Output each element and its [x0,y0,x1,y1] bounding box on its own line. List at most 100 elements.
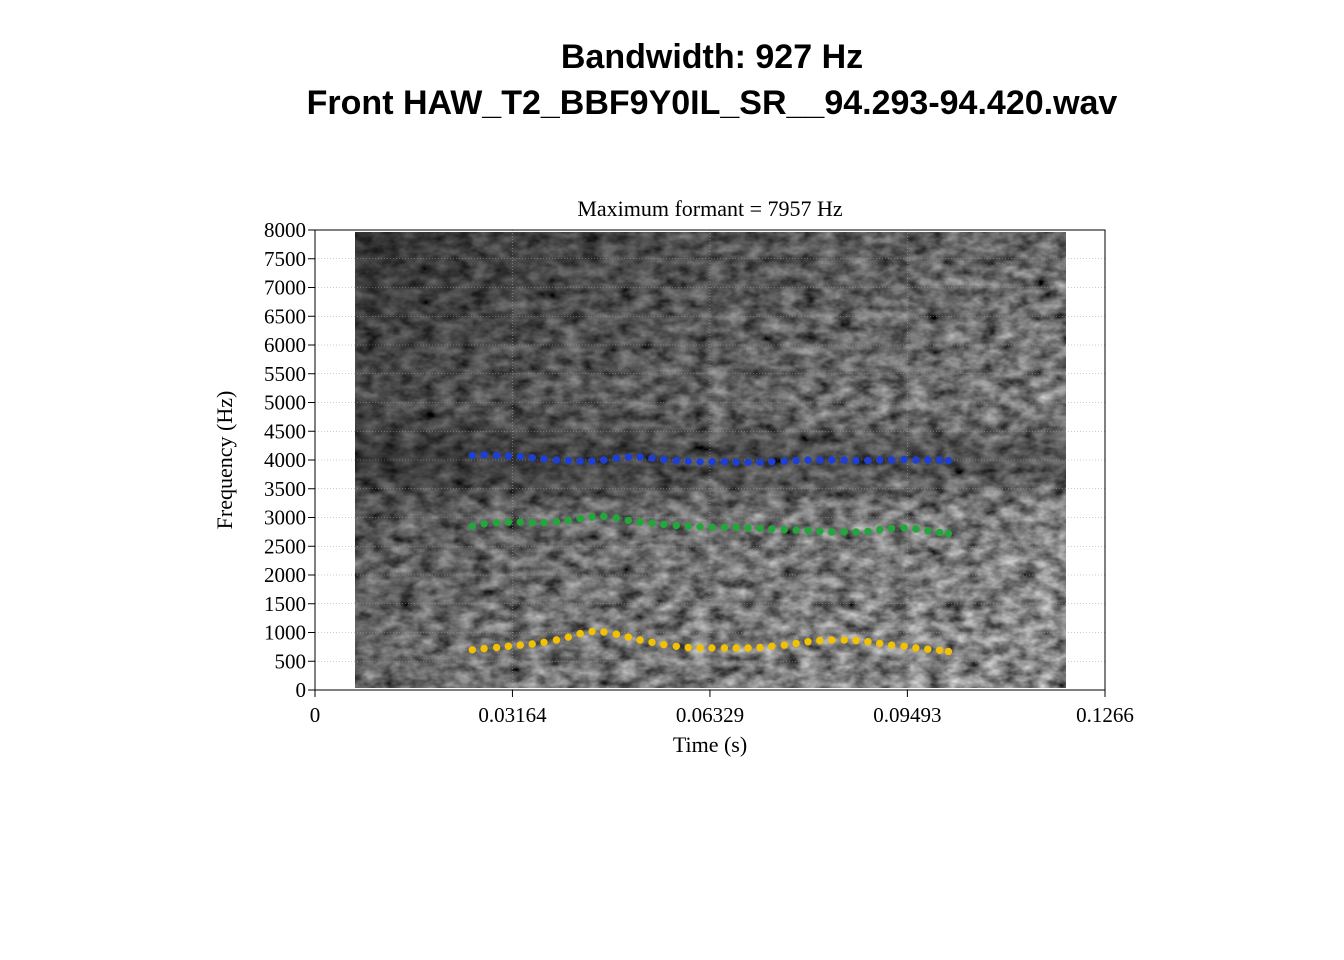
formant-f3-point [468,451,476,460]
formant-f3-point [552,456,561,464]
formant-f3-point [600,456,608,464]
x-tick-label: 0 [310,703,321,727]
formant-f2-point [852,528,860,536]
formant-f1-point [564,633,572,641]
formant-f3-point [624,453,632,461]
formant-f2-point [528,519,536,527]
formant-f1-point [624,633,632,641]
formant-f1-point [540,638,548,646]
formant-f3-point [492,451,501,460]
formant-f3-point [768,458,776,466]
formant-f2-point [708,523,716,531]
formant-f3-point [696,458,704,466]
formant-f1-point [780,641,788,649]
formant-f1-point [660,640,668,649]
formant-f2-point [468,522,476,530]
formant-f1-point [708,644,716,652]
y-tick-label: 1000 [264,621,306,645]
figure-title-bandwidth: Bandwidth: 927 Hz [560,38,864,76]
formant-f1-point [672,642,680,650]
formant-f2-point [648,519,656,527]
formant-f1-point [636,636,644,644]
formant-f1-point [492,643,501,652]
formant-f1-point [696,644,704,652]
formant-f3-point [684,457,692,465]
formant-f2-point [887,524,896,533]
formant-f2-point [684,522,692,530]
formant-f2-point [636,518,644,526]
y-tick-label: 8000 [264,218,306,242]
formant-f3-point [840,456,848,464]
formant-f1-point [792,639,800,648]
formant-f2-point [804,527,812,535]
x-axis-label: Time (s) [673,732,747,757]
formant-f3-point [504,452,513,460]
y-axis-label: Frequency (Hz) [212,391,237,530]
formant-f3-point [828,456,836,464]
formant-points [468,451,953,656]
formant-f3-point [744,458,752,466]
formant-f3-point [816,456,824,464]
formant-f2-point [864,527,872,535]
formant-f2-point [624,516,632,525]
y-tick-label: 5500 [264,362,306,386]
formant-f1-point [840,636,848,644]
formant-f2-point [732,523,740,531]
formant-f3-point [876,456,884,464]
formant-f3-point [480,451,488,459]
y-tick-label: 4000 [264,448,306,472]
x-tick-label: 0.06329 [676,703,744,727]
formant-f2-point [744,524,752,532]
chart-title: Maximum formant = 7957 Hz [577,196,843,221]
formant-f2-point [816,527,824,535]
formant-f2-point [600,512,608,521]
formant-f3-point [720,458,729,466]
formant-f3-point [732,458,740,466]
formant-f1-point [828,636,836,644]
formant-f2-point [900,524,908,532]
formant-f1-point [480,644,488,653]
formant-f3-point [672,456,680,465]
formant-f2-point [480,520,488,528]
y-tick-label: 7000 [264,276,306,300]
formant-f3-point [792,456,800,465]
formant-f1-point [516,641,524,649]
formant-f1-point [468,646,476,654]
formant-f3-point [528,454,536,462]
formant-f2-point [492,519,501,527]
formant-f1-point [600,628,608,636]
y-tick-label: 500 [275,649,307,673]
formant-f3-point [852,456,860,465]
formant-f2-point [504,518,513,526]
formant-f1-point [684,643,692,652]
formant-f1-point [528,640,536,648]
formant-f1-point [816,636,824,645]
formant-f2-point [756,524,764,533]
figure-title-filename: Front HAW_T2_BBF9Y0IL_SR__94.293-94.420.… [306,84,1118,122]
formant-f3-point [516,452,524,461]
formant-f1-point [876,639,884,648]
formant-f2-point [672,521,680,530]
formant-f2-point [516,518,524,526]
y-tick-label: 1500 [264,592,306,616]
y-tick-label: 3000 [264,506,306,530]
formant-f1-point [944,647,953,656]
formant-f3-point [636,453,644,461]
formant-f2-point [792,526,800,534]
formant-f2-point [540,519,548,527]
formant-f2-point [720,523,729,531]
formant-f1-point [552,636,561,644]
y-tick-label: 6000 [264,333,306,357]
formant-f3-point [944,456,953,465]
formant-f1-point [504,642,513,650]
formant-f2-point [612,514,621,522]
formant-f3-point [660,455,668,464]
formant-f2-point [696,523,704,531]
formant-f3-point [612,454,621,462]
formant-f1-point [744,644,752,652]
formant-f3-point [887,456,896,464]
y-tick-label: 3500 [264,477,306,501]
formant-f1-point [900,642,908,650]
formant-f1-point [612,630,621,638]
